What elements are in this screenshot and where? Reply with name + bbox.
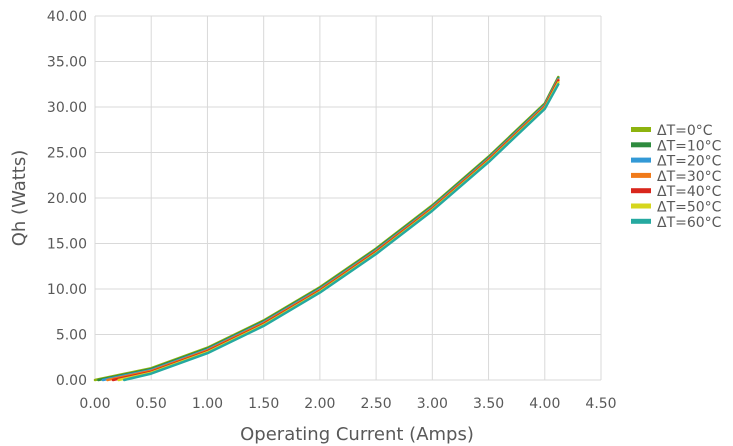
legend-label: ΔT=0°C	[657, 123, 713, 139]
y-tick-label: 25.00	[47, 146, 87, 162]
series-line-7	[122, 83, 560, 382]
x-tick-label: 4.50	[585, 396, 616, 412]
x-tick-label: 1.50	[248, 396, 279, 412]
legend-swatch	[631, 203, 651, 209]
y-tick-label: 30.00	[47, 100, 87, 116]
x-tick-label: 0.00	[79, 396, 110, 412]
plot-series	[93, 75, 560, 382]
series-line-5	[111, 79, 560, 382]
x-axis-title: Operating Current (Amps)	[240, 424, 474, 445]
legend-swatch	[631, 172, 651, 178]
x-tick-label: 2.00	[304, 396, 335, 412]
y-tick-label: 35.00	[47, 55, 87, 71]
y-tick-label: 5.00	[56, 328, 87, 344]
x-tick-label: 4.00	[529, 396, 560, 412]
legend-label: ΔT=30°C	[657, 169, 722, 185]
legend-swatch	[631, 188, 651, 194]
x-tick-label: 1.00	[192, 396, 223, 412]
legend-label: ΔT=10°C	[657, 138, 722, 154]
y-tick-label: 20.00	[47, 191, 87, 207]
legend-label: ΔT=40°C	[657, 184, 722, 200]
y-axis-title: Qh (Watts)	[9, 150, 30, 247]
y-tick-label: 40.00	[47, 9, 87, 25]
x-tick-label: 2.50	[361, 396, 392, 412]
grid	[94, 15, 602, 381]
legend-swatch	[631, 142, 651, 148]
y-tick-label: 15.00	[47, 237, 87, 253]
legend-swatch	[631, 127, 651, 132]
y-tick-label: 10.00	[47, 282, 87, 298]
x-tick-label: 3.00	[417, 396, 448, 412]
y-tick-label: 0.00	[56, 373, 87, 389]
legend-swatch	[631, 218, 651, 224]
x-tick-label: 3.50	[473, 396, 504, 412]
x-tick-label: 0.50	[136, 396, 167, 412]
legend-label: ΔT=60°C	[657, 215, 722, 231]
series-line-6	[117, 81, 560, 382]
legend-swatch	[631, 157, 651, 163]
legend-label: ΔT=20°C	[657, 154, 722, 170]
tick-labels: 0.00 0.50 1.00 1.50 2.00 2.50 3.00 3.50 4.00 4.50…	[47, 9, 617, 412]
legend: ΔT=0°CΔT=10°CΔT=20°CΔT=30°CΔT=40°CΔT=50°…	[631, 123, 722, 231]
legend-label: ΔT=50°C	[657, 200, 722, 216]
